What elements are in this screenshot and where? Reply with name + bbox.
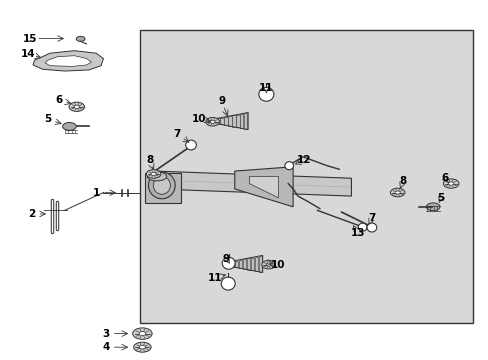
Ellipse shape [76, 36, 85, 41]
Ellipse shape [358, 223, 366, 231]
Text: 11: 11 [208, 273, 222, 283]
Text: 9: 9 [223, 253, 229, 264]
Ellipse shape [132, 328, 152, 339]
Text: 6: 6 [55, 95, 62, 105]
Bar [258, 256, 262, 272]
Bar [246, 258, 250, 270]
Text: 5: 5 [436, 193, 444, 203]
Polygon shape [154, 171, 351, 196]
Bar [240, 114, 243, 128]
Text: 11: 11 [259, 83, 273, 93]
Ellipse shape [139, 346, 145, 349]
Bar [244, 113, 247, 129]
Bar [232, 116, 235, 127]
Ellipse shape [366, 223, 376, 232]
Ellipse shape [139, 332, 145, 336]
Text: 10: 10 [192, 113, 206, 123]
Bar [216, 118, 219, 123]
Ellipse shape [210, 120, 215, 123]
Text: 12: 12 [296, 156, 311, 165]
Ellipse shape [153, 176, 170, 194]
Ellipse shape [222, 257, 235, 269]
Ellipse shape [148, 172, 175, 199]
Ellipse shape [258, 87, 273, 101]
Ellipse shape [285, 162, 293, 170]
Ellipse shape [69, 102, 84, 111]
Bar [220, 118, 224, 125]
Text: 3: 3 [102, 329, 109, 339]
Text: 8: 8 [399, 176, 406, 186]
Text: 14: 14 [21, 49, 35, 59]
Ellipse shape [389, 188, 404, 197]
Ellipse shape [221, 277, 235, 290]
Bar [231, 261, 234, 266]
Ellipse shape [185, 140, 196, 150]
Ellipse shape [133, 342, 151, 352]
Text: 9: 9 [218, 96, 225, 107]
Ellipse shape [426, 203, 439, 211]
Ellipse shape [151, 172, 156, 175]
Polygon shape [249, 176, 278, 198]
Ellipse shape [261, 260, 275, 269]
Bar [239, 260, 242, 268]
Text: 15: 15 [23, 33, 38, 44]
Text: 10: 10 [271, 260, 285, 270]
Bar [140, 30, 472, 323]
Ellipse shape [146, 170, 161, 178]
Text: 7: 7 [173, 129, 181, 139]
Bar [254, 257, 258, 271]
Ellipse shape [62, 122, 76, 130]
Bar [144, 173, 181, 203]
Bar [224, 117, 227, 125]
Text: 7: 7 [367, 213, 375, 223]
Bar [236, 115, 239, 127]
Ellipse shape [205, 117, 219, 126]
Ellipse shape [447, 182, 453, 185]
Polygon shape [234, 167, 292, 207]
Text: 4: 4 [102, 342, 109, 352]
Bar [250, 258, 254, 270]
Bar [235, 261, 238, 267]
Ellipse shape [394, 191, 399, 194]
Text: 5: 5 [44, 114, 51, 124]
Ellipse shape [443, 179, 458, 188]
Text: 8: 8 [146, 156, 153, 165]
Ellipse shape [74, 105, 80, 108]
Ellipse shape [147, 172, 166, 181]
Bar [228, 116, 231, 126]
Polygon shape [45, 56, 91, 66]
Text: 2: 2 [28, 209, 35, 219]
Text: 13: 13 [350, 228, 365, 238]
Bar [243, 259, 246, 269]
Text: 6: 6 [440, 173, 447, 183]
Text: 1: 1 [92, 188, 100, 198]
Ellipse shape [265, 263, 270, 266]
Polygon shape [33, 51, 103, 71]
